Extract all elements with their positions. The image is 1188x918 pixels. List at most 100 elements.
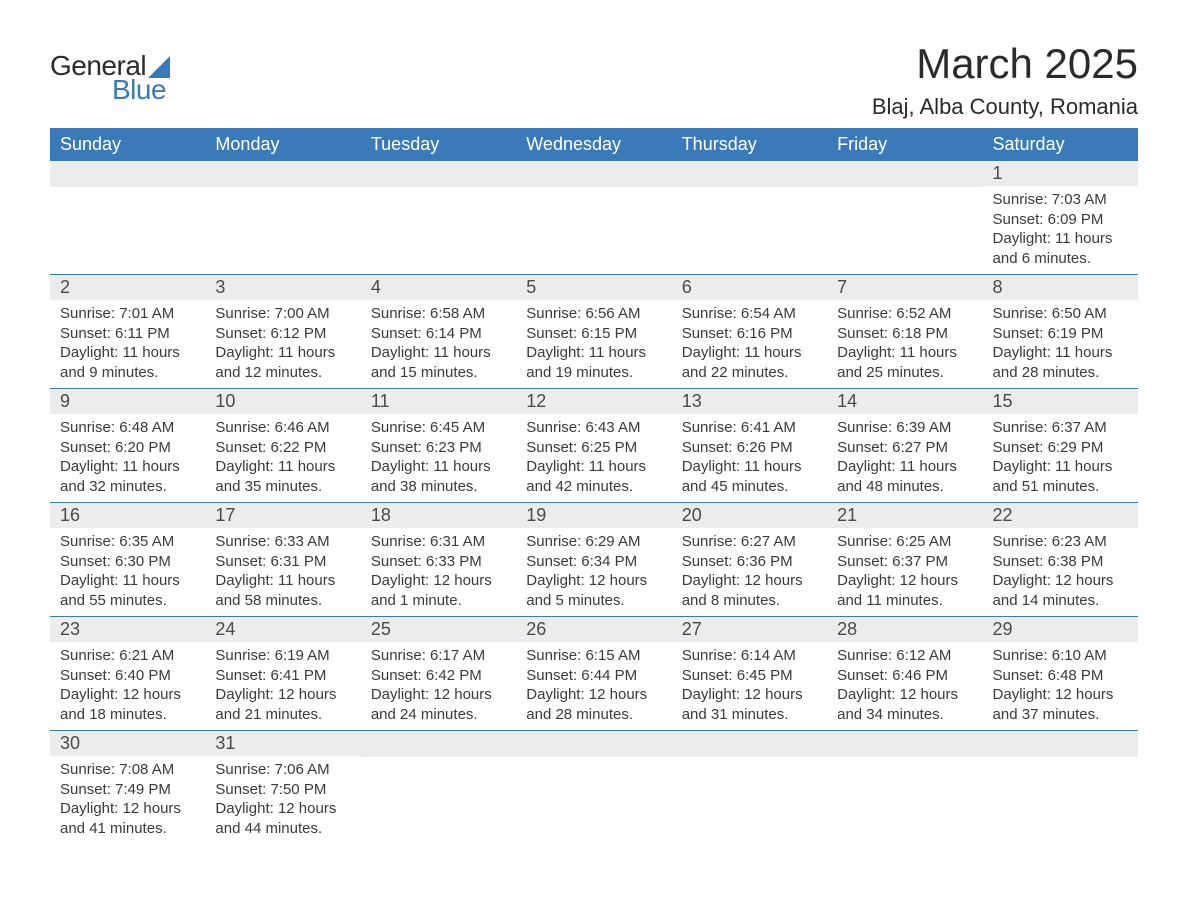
title-block: March 2025 Blaj, Alba County, Romania — [872, 40, 1138, 120]
day-number: 21 — [827, 503, 982, 528]
day-content: Sunrise: 7:00 AMSunset: 6:12 PMDaylight:… — [205, 300, 360, 388]
calendar-cell: 31Sunrise: 7:06 AMSunset: 7:50 PMDayligh… — [205, 731, 360, 845]
day-number: 31 — [205, 731, 360, 756]
day-number: 4 — [361, 275, 516, 300]
calendar-cell: 7Sunrise: 6:52 AMSunset: 6:18 PMDaylight… — [827, 275, 982, 389]
day-daylight1: Daylight: 12 hours — [682, 685, 817, 705]
weekday-header: Friday — [827, 128, 982, 161]
empty-day — [827, 161, 982, 187]
calendar-cell: 27Sunrise: 6:14 AMSunset: 6:45 PMDayligh… — [672, 617, 827, 731]
day-number: 6 — [672, 275, 827, 300]
day-content: Sunrise: 6:41 AMSunset: 6:26 PMDaylight:… — [672, 414, 827, 502]
day-sunrise: Sunrise: 6:27 AM — [682, 532, 817, 552]
day-sunset: Sunset: 6:33 PM — [371, 552, 506, 572]
calendar-cell: 29Sunrise: 6:10 AMSunset: 6:48 PMDayligh… — [983, 617, 1138, 731]
day-daylight1: Daylight: 12 hours — [993, 685, 1128, 705]
calendar-cell: 20Sunrise: 6:27 AMSunset: 6:36 PMDayligh… — [672, 503, 827, 617]
day-daylight1: Daylight: 11 hours — [60, 571, 195, 591]
day-number: 28 — [827, 617, 982, 642]
calendar-cell: 19Sunrise: 6:29 AMSunset: 6:34 PMDayligh… — [516, 503, 671, 617]
day-daylight1: Daylight: 12 hours — [993, 571, 1128, 591]
day-number: 24 — [205, 617, 360, 642]
day-daylight1: Daylight: 12 hours — [60, 685, 195, 705]
day-number: 2 — [50, 275, 205, 300]
calendar-cell — [361, 161, 516, 275]
day-content: Sunrise: 6:23 AMSunset: 6:38 PMDaylight:… — [983, 528, 1138, 616]
day-sunset: Sunset: 6:40 PM — [60, 666, 195, 686]
day-number: 20 — [672, 503, 827, 528]
day-sunset: Sunset: 6:20 PM — [60, 438, 195, 458]
day-sunrise: Sunrise: 6:12 AM — [837, 646, 972, 666]
day-daylight1: Daylight: 12 hours — [371, 685, 506, 705]
day-content: Sunrise: 6:17 AMSunset: 6:42 PMDaylight:… — [361, 642, 516, 730]
day-sunrise: Sunrise: 7:01 AM — [60, 304, 195, 324]
day-sunset: Sunset: 6:30 PM — [60, 552, 195, 572]
day-number: 15 — [983, 389, 1138, 414]
calendar-cell: 14Sunrise: 6:39 AMSunset: 6:27 PMDayligh… — [827, 389, 982, 503]
day-sunset: Sunset: 7:49 PM — [60, 780, 195, 800]
day-daylight1: Daylight: 11 hours — [215, 343, 350, 363]
day-content: Sunrise: 6:33 AMSunset: 6:31 PMDaylight:… — [205, 528, 360, 616]
day-sunset: Sunset: 6:12 PM — [215, 324, 350, 344]
day-sunrise: Sunrise: 6:14 AM — [682, 646, 817, 666]
day-sunrise: Sunrise: 6:48 AM — [60, 418, 195, 438]
day-sunset: Sunset: 6:25 PM — [526, 438, 661, 458]
weekday-header: Wednesday — [516, 128, 671, 161]
day-sunset: Sunset: 6:48 PM — [993, 666, 1128, 686]
day-daylight2: and 24 minutes. — [371, 705, 506, 725]
day-sunrise: Sunrise: 6:31 AM — [371, 532, 506, 552]
day-sunrise: Sunrise: 6:10 AM — [993, 646, 1128, 666]
day-daylight2: and 9 minutes. — [60, 363, 195, 383]
day-daylight1: Daylight: 12 hours — [682, 571, 817, 591]
day-daylight2: and 41 minutes. — [60, 819, 195, 839]
day-daylight1: Daylight: 11 hours — [993, 457, 1128, 477]
month-title: March 2025 — [872, 40, 1138, 88]
day-daylight1: Daylight: 12 hours — [526, 571, 661, 591]
weekday-header: Saturday — [983, 128, 1138, 161]
day-daylight1: Daylight: 12 hours — [837, 571, 972, 591]
day-daylight2: and 42 minutes. — [526, 477, 661, 497]
empty-day — [516, 731, 671, 757]
empty-day — [361, 731, 516, 757]
empty-day — [516, 161, 671, 187]
day-content: Sunrise: 7:03 AMSunset: 6:09 PMDaylight:… — [983, 186, 1138, 274]
calendar-cell — [827, 731, 982, 845]
day-content: Sunrise: 6:10 AMSunset: 6:48 PMDaylight:… — [983, 642, 1138, 730]
day-sunset: Sunset: 6:09 PM — [993, 210, 1128, 230]
calendar-week-row: 30Sunrise: 7:08 AMSunset: 7:49 PMDayligh… — [50, 731, 1138, 845]
day-content: Sunrise: 6:15 AMSunset: 6:44 PMDaylight:… — [516, 642, 671, 730]
empty-day — [983, 731, 1138, 757]
day-daylight1: Daylight: 12 hours — [215, 799, 350, 819]
location-subtitle: Blaj, Alba County, Romania — [872, 94, 1138, 120]
day-content: Sunrise: 7:08 AMSunset: 7:49 PMDaylight:… — [50, 756, 205, 844]
day-number: 26 — [516, 617, 671, 642]
day-number: 14 — [827, 389, 982, 414]
day-daylight1: Daylight: 11 hours — [60, 457, 195, 477]
calendar-cell: 8Sunrise: 6:50 AMSunset: 6:19 PMDaylight… — [983, 275, 1138, 389]
day-sunrise: Sunrise: 6:54 AM — [682, 304, 817, 324]
day-sunset: Sunset: 7:50 PM — [215, 780, 350, 800]
day-daylight1: Daylight: 11 hours — [215, 571, 350, 591]
day-sunset: Sunset: 6:11 PM — [60, 324, 195, 344]
day-content: Sunrise: 6:19 AMSunset: 6:41 PMDaylight:… — [205, 642, 360, 730]
calendar-cell: 17Sunrise: 6:33 AMSunset: 6:31 PMDayligh… — [205, 503, 360, 617]
day-content: Sunrise: 6:48 AMSunset: 6:20 PMDaylight:… — [50, 414, 205, 502]
day-content: Sunrise: 6:39 AMSunset: 6:27 PMDaylight:… — [827, 414, 982, 502]
calendar-cell: 28Sunrise: 6:12 AMSunset: 6:46 PMDayligh… — [827, 617, 982, 731]
day-sunrise: Sunrise: 6:15 AM — [526, 646, 661, 666]
calendar-cell: 6Sunrise: 6:54 AMSunset: 6:16 PMDaylight… — [672, 275, 827, 389]
day-daylight2: and 31 minutes. — [682, 705, 817, 725]
day-sunset: Sunset: 6:42 PM — [371, 666, 506, 686]
day-sunrise: Sunrise: 6:37 AM — [993, 418, 1128, 438]
calendar-cell: 18Sunrise: 6:31 AMSunset: 6:33 PMDayligh… — [361, 503, 516, 617]
day-number: 25 — [361, 617, 516, 642]
day-daylight2: and 25 minutes. — [837, 363, 972, 383]
day-sunrise: Sunrise: 6:35 AM — [60, 532, 195, 552]
day-content: Sunrise: 6:50 AMSunset: 6:19 PMDaylight:… — [983, 300, 1138, 388]
calendar-cell — [672, 161, 827, 275]
empty-day — [361, 161, 516, 187]
day-number: 11 — [361, 389, 516, 414]
day-content: Sunrise: 6:29 AMSunset: 6:34 PMDaylight:… — [516, 528, 671, 616]
calendar-cell — [827, 161, 982, 275]
day-sunset: Sunset: 6:18 PM — [837, 324, 972, 344]
